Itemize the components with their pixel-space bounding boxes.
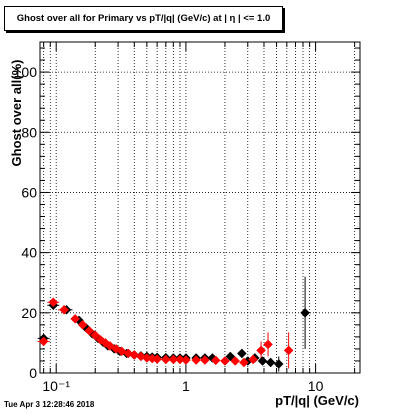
y-tick-label: 0 xyxy=(29,365,37,381)
data-point xyxy=(160,354,171,365)
y-tick-label: 100 xyxy=(14,64,38,80)
data-point xyxy=(38,336,49,347)
data-point xyxy=(236,348,247,359)
x-tick-label: 10 xyxy=(308,378,324,394)
timestamp: Tue Apr 3 12:28:46 2018 xyxy=(4,400,95,409)
data-point xyxy=(59,304,69,315)
data-point xyxy=(273,359,284,369)
chart-title: Ghost over all for Primary vs pT/|q| (Ge… xyxy=(16,13,271,24)
grid xyxy=(40,42,360,373)
data-point xyxy=(175,354,185,365)
data-points xyxy=(38,297,310,369)
y-tick-label: 20 xyxy=(21,305,37,321)
data-point xyxy=(191,355,202,365)
y-tick-label: 60 xyxy=(21,184,37,200)
data-point xyxy=(265,357,276,368)
data-point xyxy=(300,307,310,318)
chart-title-box: Ghost over all for Primary vs pT/|q| (Ge… xyxy=(4,6,283,31)
data-point xyxy=(225,351,236,362)
data-point xyxy=(283,345,294,356)
data-point xyxy=(248,354,258,365)
data-point xyxy=(239,357,249,368)
y-tick-label: 40 xyxy=(21,245,37,261)
data-point xyxy=(168,354,179,365)
data-point xyxy=(48,297,59,308)
data-point xyxy=(181,355,191,365)
data-point xyxy=(77,320,88,330)
data-point xyxy=(129,350,140,360)
data-point xyxy=(199,355,210,365)
data-point xyxy=(70,313,81,324)
x-tick-label: 10⁻¹ xyxy=(42,378,70,394)
data-point xyxy=(152,354,162,365)
axes: 0 20 40 60 80 100 10⁻¹ 1 10 xyxy=(14,42,360,394)
y-axis-label: Ghost over all(%) xyxy=(9,60,24,167)
data-point xyxy=(220,356,230,366)
data-point xyxy=(256,345,266,356)
data-point xyxy=(210,355,221,366)
data-point xyxy=(257,356,268,366)
data-point xyxy=(90,330,101,341)
data-point xyxy=(263,339,273,350)
y-tick-label: 80 xyxy=(21,124,37,140)
data-point xyxy=(230,356,241,366)
x-axis-label: pT/|q| (GeV/c) xyxy=(275,393,359,408)
x-tick-label: 1 xyxy=(182,378,190,394)
data-point xyxy=(84,326,95,336)
plot-frame xyxy=(39,41,361,374)
